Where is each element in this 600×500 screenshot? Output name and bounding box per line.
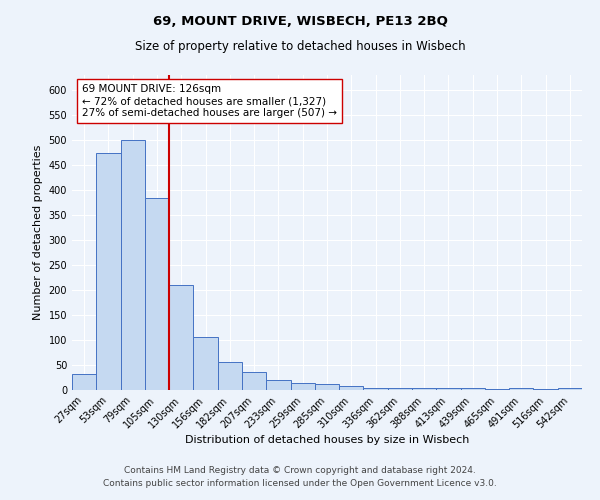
Bar [315, 384, 339, 390]
Bar [436, 388, 461, 390]
Bar [169, 285, 193, 390]
Bar [461, 388, 485, 390]
Bar [266, 380, 290, 390]
Bar [388, 388, 412, 390]
Bar [364, 388, 388, 390]
Bar [533, 388, 558, 390]
Bar [509, 388, 533, 390]
X-axis label: Distribution of detached houses by size in Wisbech: Distribution of detached houses by size … [185, 436, 469, 446]
Bar [145, 198, 169, 390]
Text: 69, MOUNT DRIVE, WISBECH, PE13 2BQ: 69, MOUNT DRIVE, WISBECH, PE13 2BQ [152, 15, 448, 28]
Bar [72, 374, 96, 390]
Bar [242, 372, 266, 390]
Bar [290, 383, 315, 390]
Bar [485, 388, 509, 390]
Bar [412, 388, 436, 390]
Bar [558, 388, 582, 390]
Bar [121, 140, 145, 390]
Bar [96, 152, 121, 390]
Bar [218, 362, 242, 390]
Text: 69 MOUNT DRIVE: 126sqm
← 72% of detached houses are smaller (1,327)
27% of semi-: 69 MOUNT DRIVE: 126sqm ← 72% of detached… [82, 84, 337, 117]
Bar [193, 336, 218, 390]
Text: Size of property relative to detached houses in Wisbech: Size of property relative to detached ho… [134, 40, 466, 53]
Bar [339, 386, 364, 390]
Y-axis label: Number of detached properties: Number of detached properties [33, 145, 43, 320]
Text: Contains HM Land Registry data © Crown copyright and database right 2024.
Contai: Contains HM Land Registry data © Crown c… [103, 466, 497, 487]
